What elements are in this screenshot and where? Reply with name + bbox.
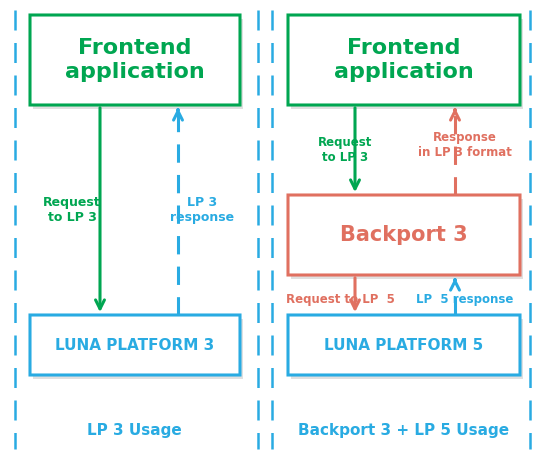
FancyBboxPatch shape: [288, 15, 520, 105]
FancyBboxPatch shape: [291, 199, 523, 279]
Text: Request to LP  5: Request to LP 5: [286, 293, 395, 307]
FancyBboxPatch shape: [33, 319, 243, 379]
FancyBboxPatch shape: [33, 19, 243, 109]
Text: Frontend
application: Frontend application: [334, 39, 474, 82]
Text: LUNA PLATFORM 3: LUNA PLATFORM 3: [56, 337, 215, 353]
Text: Backport 3: Backport 3: [340, 225, 468, 245]
FancyBboxPatch shape: [288, 315, 520, 375]
Text: Backport 3 + LP 5 Usage: Backport 3 + LP 5 Usage: [299, 422, 509, 437]
FancyBboxPatch shape: [30, 315, 240, 375]
Text: LP 3 Usage: LP 3 Usage: [87, 422, 182, 437]
Text: Frontend
application: Frontend application: [65, 39, 205, 82]
FancyBboxPatch shape: [291, 319, 523, 379]
Text: Request
to LP 3: Request to LP 3: [318, 136, 372, 164]
Text: LP 3
response: LP 3 response: [170, 196, 234, 224]
FancyBboxPatch shape: [288, 195, 520, 275]
Text: LP  5 response: LP 5 response: [416, 293, 514, 307]
Text: Request
to LP 3: Request to LP 3: [43, 196, 101, 224]
FancyBboxPatch shape: [30, 15, 240, 105]
FancyBboxPatch shape: [291, 19, 523, 109]
Text: LUNA PLATFORM 5: LUNA PLATFORM 5: [324, 337, 483, 353]
Text: Response
in LP 3 format: Response in LP 3 format: [418, 131, 512, 159]
